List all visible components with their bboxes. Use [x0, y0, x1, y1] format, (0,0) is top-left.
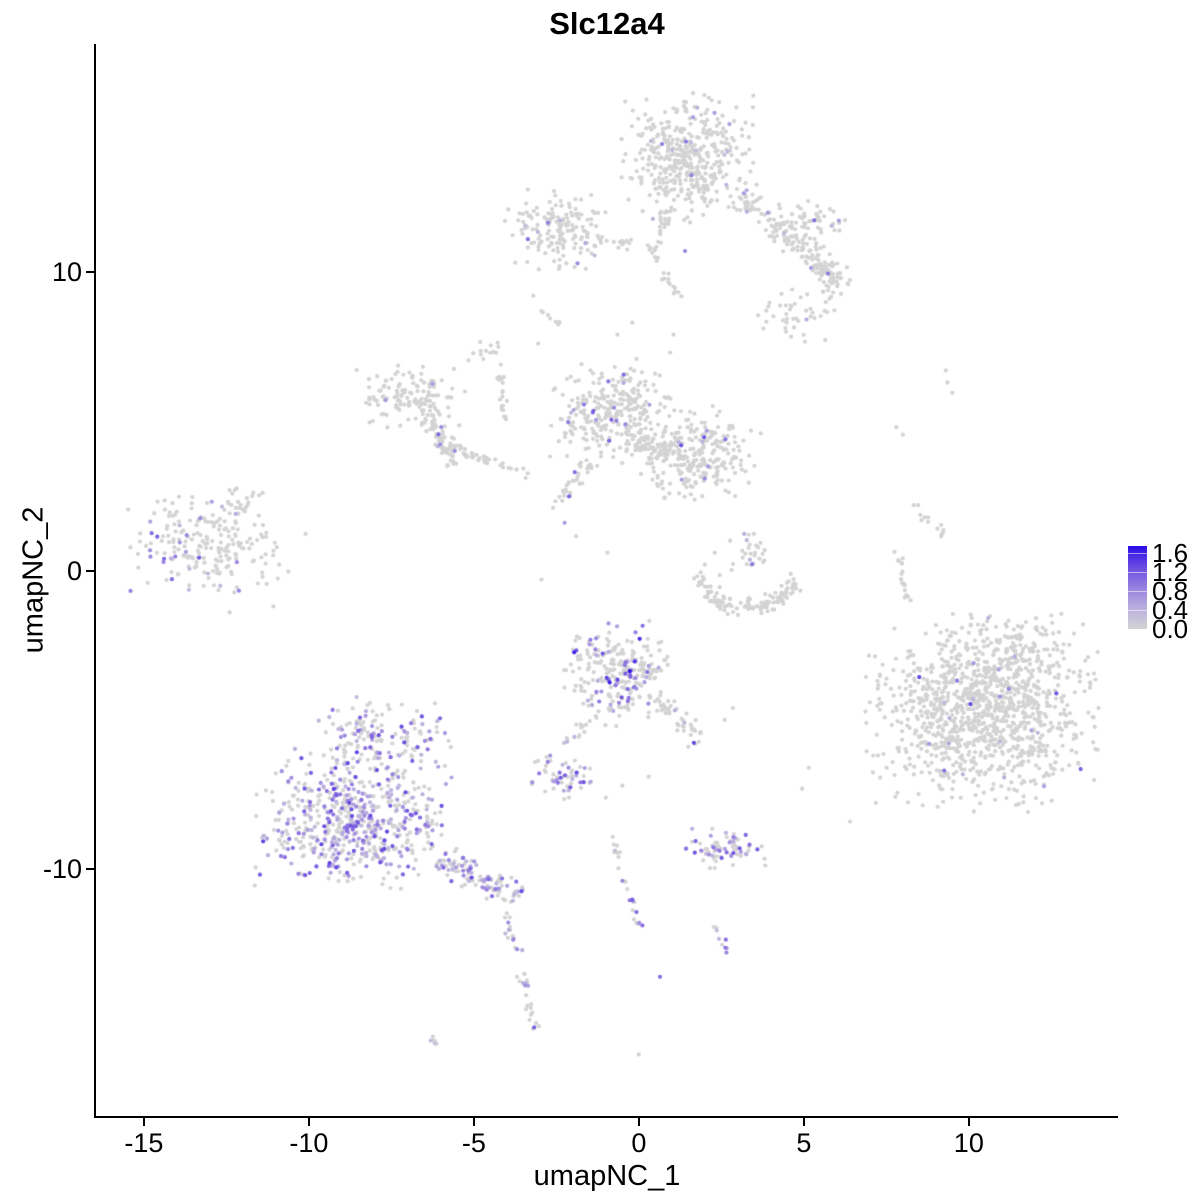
y-tick-label: -10	[42, 854, 82, 885]
x-tick-label: -10	[289, 1128, 329, 1158]
expression-legend: 1.6 1.2 0.8 0.4 0.0	[1126, 538, 1200, 644]
umap-scatter-canvas[interactable]	[96, 44, 1118, 1116]
y-tick-mark	[86, 569, 94, 572]
legend-tick-line	[1128, 572, 1147, 574]
legend-tick-label: 0.4	[1152, 595, 1189, 626]
y-axis-title: umapNC_2	[17, 506, 50, 654]
x-tick-mark	[967, 1118, 970, 1126]
x-axis-line	[94, 1116, 1118, 1118]
legend-tick-label: 0.0	[1152, 614, 1189, 644]
y-tick-label: 10	[51, 256, 82, 287]
y-axis-line	[94, 44, 96, 1118]
x-tick-label: 0	[631, 1128, 647, 1158]
y-tick-mark	[86, 270, 94, 273]
legend-tick-line	[1128, 591, 1147, 593]
x-tick-mark	[802, 1118, 805, 1126]
y-tick-label: 0	[66, 555, 82, 586]
legend-tick-line	[1128, 553, 1147, 555]
x-tick-mark	[472, 1118, 475, 1126]
x-tick-label: 10	[953, 1128, 984, 1158]
legend-tick-label: 0.8	[1152, 576, 1189, 607]
x-tick-label: 5	[796, 1128, 812, 1158]
x-tick-label: -5	[461, 1128, 486, 1158]
y-tick-mark	[86, 868, 94, 871]
plot-panel	[96, 44, 1118, 1116]
x-tick-mark	[142, 1118, 145, 1126]
x-tick-label: -15	[124, 1128, 164, 1158]
x-tick-mark	[637, 1118, 640, 1126]
legend-tick-line	[1128, 610, 1147, 612]
expression-gradient-bar	[1128, 546, 1147, 629]
legend-tick-label: 1.6	[1152, 538, 1189, 569]
plot-title: Slc12a4	[549, 6, 665, 41]
x-tick-mark	[307, 1118, 310, 1126]
x-axis-title: umapNC_1	[533, 1160, 681, 1192]
legend-tick-label: 1.2	[1152, 557, 1189, 588]
